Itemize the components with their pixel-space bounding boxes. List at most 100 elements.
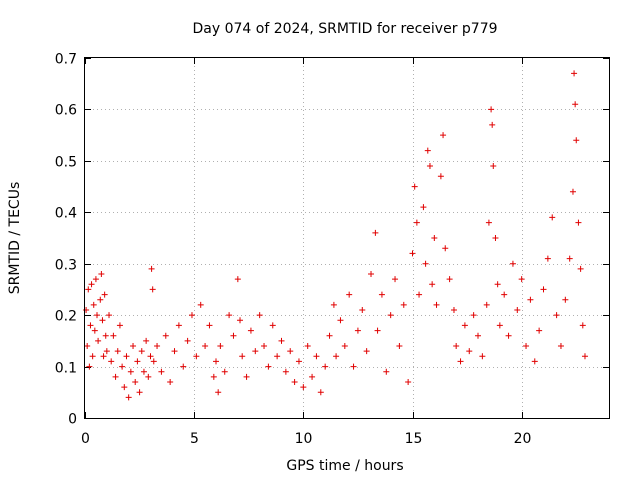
data-point bbox=[154, 343, 161, 349]
data-point bbox=[333, 353, 340, 360]
data-point bbox=[97, 296, 104, 303]
data-point bbox=[85, 286, 92, 293]
data-point bbox=[420, 204, 427, 211]
data-point bbox=[247, 327, 254, 334]
data-point bbox=[114, 348, 121, 355]
data-point bbox=[326, 332, 333, 339]
data-point bbox=[424, 147, 431, 154]
data-point bbox=[213, 358, 219, 365]
data-point bbox=[150, 358, 157, 365]
data-point bbox=[359, 307, 366, 313]
data-point bbox=[322, 363, 329, 370]
data-point bbox=[130, 343, 137, 349]
data-point bbox=[581, 353, 588, 360]
data-point bbox=[496, 322, 503, 329]
data-point bbox=[145, 373, 152, 380]
data-point bbox=[431, 235, 438, 241]
data-point bbox=[540, 286, 547, 293]
data-point bbox=[127, 368, 134, 375]
data-point bbox=[400, 301, 407, 308]
data-point bbox=[112, 373, 119, 380]
data-point bbox=[98, 271, 105, 277]
data-point bbox=[363, 348, 370, 355]
data-point bbox=[440, 132, 447, 139]
data-point bbox=[354, 327, 361, 334]
data-point bbox=[92, 276, 99, 283]
data-point bbox=[84, 343, 91, 349]
data-point bbox=[475, 332, 481, 339]
data-point bbox=[368, 271, 375, 277]
data-point bbox=[134, 358, 141, 365]
data-point bbox=[437, 173, 444, 180]
data-point bbox=[409, 250, 416, 257]
data-point bbox=[136, 389, 143, 396]
data-point bbox=[518, 276, 525, 283]
plot-frame bbox=[84, 57, 610, 419]
data-point bbox=[536, 327, 543, 334]
data-point bbox=[140, 368, 147, 375]
data-point bbox=[148, 265, 155, 272]
data-point bbox=[221, 368, 228, 375]
data-point bbox=[252, 348, 259, 355]
data-point bbox=[278, 337, 285, 344]
data-point bbox=[405, 379, 412, 385]
data-point bbox=[488, 106, 495, 113]
data-point bbox=[291, 379, 298, 385]
data-point bbox=[549, 214, 556, 221]
data-point bbox=[346, 291, 353, 298]
data-point bbox=[143, 337, 150, 344]
data-point bbox=[479, 353, 486, 360]
y-tick-label: 0 bbox=[68, 412, 77, 428]
data-point bbox=[188, 312, 195, 319]
data-point bbox=[446, 276, 453, 283]
data-point bbox=[125, 394, 132, 401]
y-tick-label: 0.6 bbox=[55, 103, 77, 119]
data-point bbox=[350, 363, 357, 370]
data-point bbox=[566, 255, 573, 262]
data-point bbox=[94, 312, 101, 319]
data-point bbox=[99, 317, 106, 324]
data-point bbox=[206, 322, 213, 329]
data-point bbox=[426, 163, 433, 169]
x-tick-label: 5 bbox=[190, 431, 199, 447]
data-point bbox=[433, 301, 440, 308]
data-point bbox=[544, 255, 551, 262]
data-point bbox=[575, 219, 582, 226]
data-point bbox=[562, 296, 569, 303]
data-point bbox=[387, 312, 394, 319]
y-tick-label: 0.3 bbox=[55, 258, 77, 274]
data-point bbox=[489, 121, 496, 128]
data-point bbox=[383, 368, 390, 375]
data-point bbox=[184, 337, 191, 344]
data-point bbox=[490, 163, 497, 169]
data-point bbox=[579, 322, 586, 329]
data-point bbox=[239, 353, 246, 360]
data-point bbox=[210, 373, 217, 380]
data-point bbox=[261, 343, 268, 349]
y-tick-label: 0.1 bbox=[55, 361, 77, 377]
data-point bbox=[378, 291, 385, 298]
data-point bbox=[95, 337, 102, 344]
data-point bbox=[572, 101, 579, 108]
data-point bbox=[202, 343, 209, 349]
x-tick-label: 20 bbox=[514, 431, 532, 447]
y-axis-label: SRMTID / TECUs bbox=[7, 182, 23, 295]
data-point bbox=[569, 188, 576, 195]
data-point bbox=[429, 281, 436, 288]
data-point bbox=[470, 312, 477, 319]
data-point bbox=[83, 307, 90, 313]
y-tick-label: 0.4 bbox=[55, 206, 77, 222]
data-point bbox=[138, 348, 145, 355]
data-point bbox=[102, 332, 109, 339]
data-point bbox=[483, 301, 490, 308]
chart-title: Day 074 of 2024, SRMTID for receiver p77… bbox=[192, 21, 497, 37]
data-point bbox=[171, 348, 178, 355]
data-point bbox=[466, 348, 473, 355]
data-point bbox=[234, 276, 241, 283]
x-tick-label: 15 bbox=[405, 431, 423, 447]
data-point bbox=[116, 322, 123, 329]
data-point bbox=[505, 332, 512, 339]
data-point bbox=[180, 363, 187, 370]
data-point bbox=[527, 296, 534, 303]
